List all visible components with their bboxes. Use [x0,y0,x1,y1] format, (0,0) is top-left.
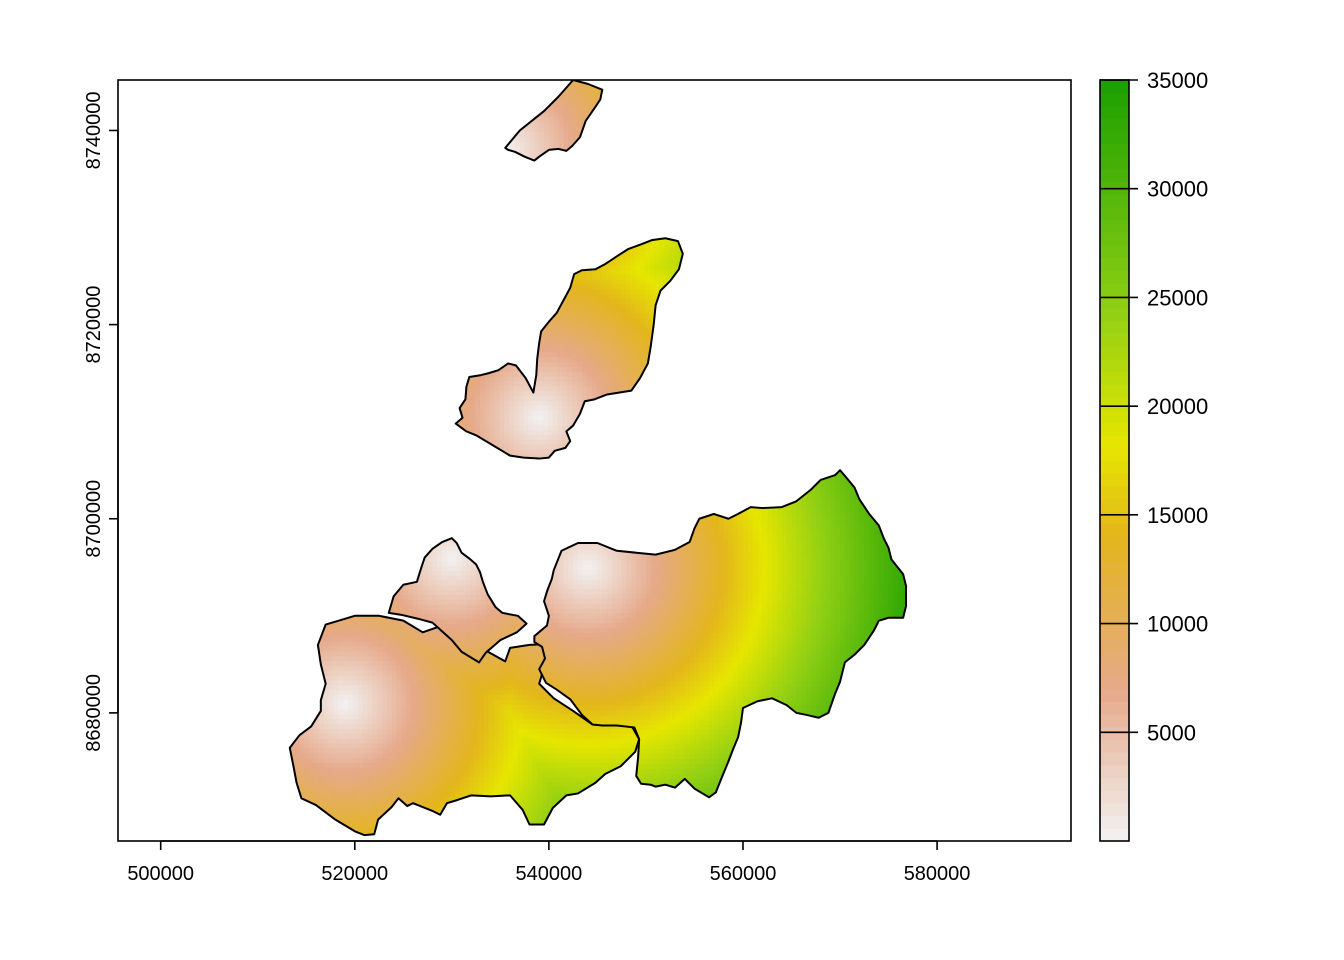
colorbar-tick-label: 5000 [1147,720,1196,745]
x-tick-label: 520000 [321,863,388,885]
colorbar-tick-label: 15000 [1147,503,1208,528]
regions-layer [288,80,908,837]
region-border-south-west [288,614,641,837]
x-tick-label: 540000 [516,863,583,885]
y-tick-label: 8700000 [83,480,105,558]
region-border-north-island [504,80,604,162]
y-tick-label: 8680000 [83,674,105,752]
colorbar-tick-label: 30000 [1147,177,1208,202]
region-border-east [533,469,908,799]
y-tick-label: 8720000 [83,286,105,364]
x-tick-label: 580000 [904,863,971,885]
colorbar-legend: 5000 10000 15000 20000 25000 30000 35000 [1099,68,1208,842]
x-axis: 500000 520000 540000 560000 580000 [127,840,971,885]
region-border-center-top [387,537,528,664]
y-tick-label: 8740000 [83,92,105,170]
y-axis: 8680000 8700000 8720000 8740000 [83,92,119,752]
colorbar-tick-label: 25000 [1147,285,1208,310]
colorbar-tick-label: 35000 [1147,68,1208,93]
colorbar-tick-label: 20000 [1147,394,1208,419]
x-tick-label: 500000 [127,863,194,885]
colorbar-tick-label: 10000 [1147,612,1208,637]
region-border-middle-island [454,237,684,460]
x-tick-label: 560000 [710,863,777,885]
